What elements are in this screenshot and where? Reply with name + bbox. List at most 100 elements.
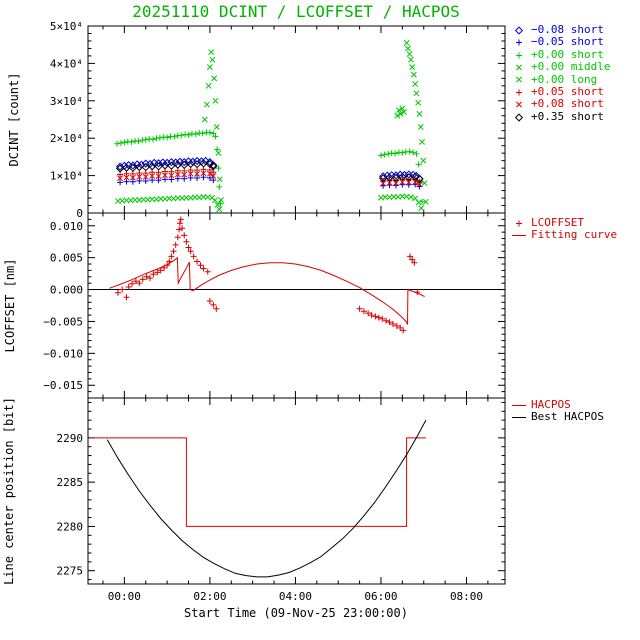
x-tick-label: 00:00: [108, 590, 141, 603]
x-marker: [418, 205, 425, 212]
legend-label: Fitting curve: [531, 228, 618, 242]
x-marker: [409, 64, 416, 71]
plus-marker: [393, 322, 400, 329]
x-marker: [380, 180, 387, 187]
legend-label: −0.05 short: [531, 35, 604, 49]
y-tick-label: 4×10⁴: [50, 57, 83, 70]
legend-label: +0.08 short: [531, 97, 604, 111]
y-tick-label: 2280: [57, 520, 84, 533]
x-marker: [401, 109, 408, 115]
plus-marker: [168, 176, 175, 183]
plus-marker: [129, 178, 136, 185]
x-tick-label: 06:00: [364, 590, 397, 603]
x-marker: [395, 107, 402, 114]
plus-marker: [164, 134, 171, 141]
legend-label: +0.05 short: [531, 85, 604, 99]
x-marker: [129, 174, 136, 181]
x-marker: [215, 150, 222, 157]
plus-marker: [136, 280, 143, 287]
x-marker: [416, 181, 423, 188]
plus-marker: [516, 39, 522, 46]
diamond-marker: [122, 163, 131, 172]
plus-marker: [142, 136, 149, 143]
x-marker: [136, 173, 143, 180]
diamond-marker: [135, 162, 144, 172]
y-tick-label: 0.000: [50, 284, 83, 297]
plus-marker: [216, 183, 223, 190]
legend-label: HACPOS: [531, 398, 571, 411]
plus-marker: [132, 278, 139, 285]
series-p000_middle: [201, 39, 429, 205]
line-marker-icon: [512, 235, 526, 237]
plus-marker: [372, 313, 379, 320]
plus-marker: [197, 262, 204, 269]
x-marker: [212, 97, 219, 104]
series-lcoffset_points: [114, 216, 421, 334]
y-tick-label: 0: [76, 207, 83, 220]
x-marker: [422, 198, 429, 205]
plus-marker: [177, 216, 184, 223]
plus-marker: [415, 161, 422, 168]
plus-marker: [187, 248, 194, 255]
plus-marker: [516, 89, 522, 96]
series-fitting_curve: [109, 256, 425, 325]
x-marker: [216, 206, 223, 213]
plus-marker: [114, 289, 121, 296]
plus-marker: [516, 220, 522, 227]
plus-marker: [117, 179, 124, 186]
diamond-marker-icon: [514, 26, 524, 35]
plus-marker: [213, 305, 220, 312]
plus-marker: [176, 226, 183, 233]
series-m005_short: [117, 174, 423, 190]
plus-marker: [176, 220, 183, 227]
diamond-marker: [199, 159, 208, 168]
diamond-marker: [411, 172, 420, 181]
plus-marker: [174, 175, 181, 182]
y-axis-title-hacpos: Line center position [bit]: [2, 397, 16, 585]
x-marker: [212, 197, 218, 204]
plus-marker: [400, 327, 407, 334]
diamond-marker: [404, 172, 413, 182]
x-marker: [413, 90, 420, 97]
x-marker: [208, 49, 215, 56]
y-tick-label: 1×10⁴: [50, 170, 83, 183]
diamond-marker: [141, 163, 150, 172]
diamond-marker: [180, 158, 189, 167]
x-tick-label: 08:00: [450, 590, 483, 603]
y-tick-label: −0.010: [43, 347, 83, 360]
x-marker: [403, 39, 410, 46]
plus-marker: [170, 248, 177, 255]
plus-marker: [143, 273, 150, 280]
plus-marker: [389, 321, 396, 327]
x-marker: [210, 173, 217, 179]
x-marker: [394, 112, 401, 119]
diamond-marker: [167, 161, 176, 170]
legend-item: +0.00 middle: [511, 60, 610, 73]
plus-marker: [381, 151, 388, 158]
x-tick-label: 02:00: [193, 590, 226, 603]
plus-marker: [147, 275, 154, 282]
plus-marker: [117, 140, 124, 147]
plus-marker: [157, 267, 164, 274]
plus-marker: [215, 165, 222, 172]
plus-marker: [397, 324, 404, 331]
plus-marker: [385, 150, 392, 157]
legend-label: +0.35 short: [531, 109, 604, 123]
plus-marker: [399, 149, 406, 156]
series-p000_short: [114, 129, 426, 207]
x-marker: [421, 180, 428, 187]
x-marker: [206, 170, 213, 177]
x-marker: [410, 71, 417, 78]
diamond-marker: [115, 162, 125, 171]
x-marker: [168, 172, 175, 179]
x-marker: [216, 176, 223, 183]
plus-marker: [155, 177, 162, 184]
x-marker: [412, 81, 419, 87]
x-marker: [203, 101, 210, 108]
x-marker-icon: [516, 101, 522, 108]
x-marker: [155, 173, 162, 180]
plus-marker: [360, 308, 367, 315]
plus-marker: [206, 298, 213, 305]
plus-marker: [200, 265, 207, 272]
x-axis-label: Start Time (09-Nov-25 23:00:00): [184, 606, 408, 620]
